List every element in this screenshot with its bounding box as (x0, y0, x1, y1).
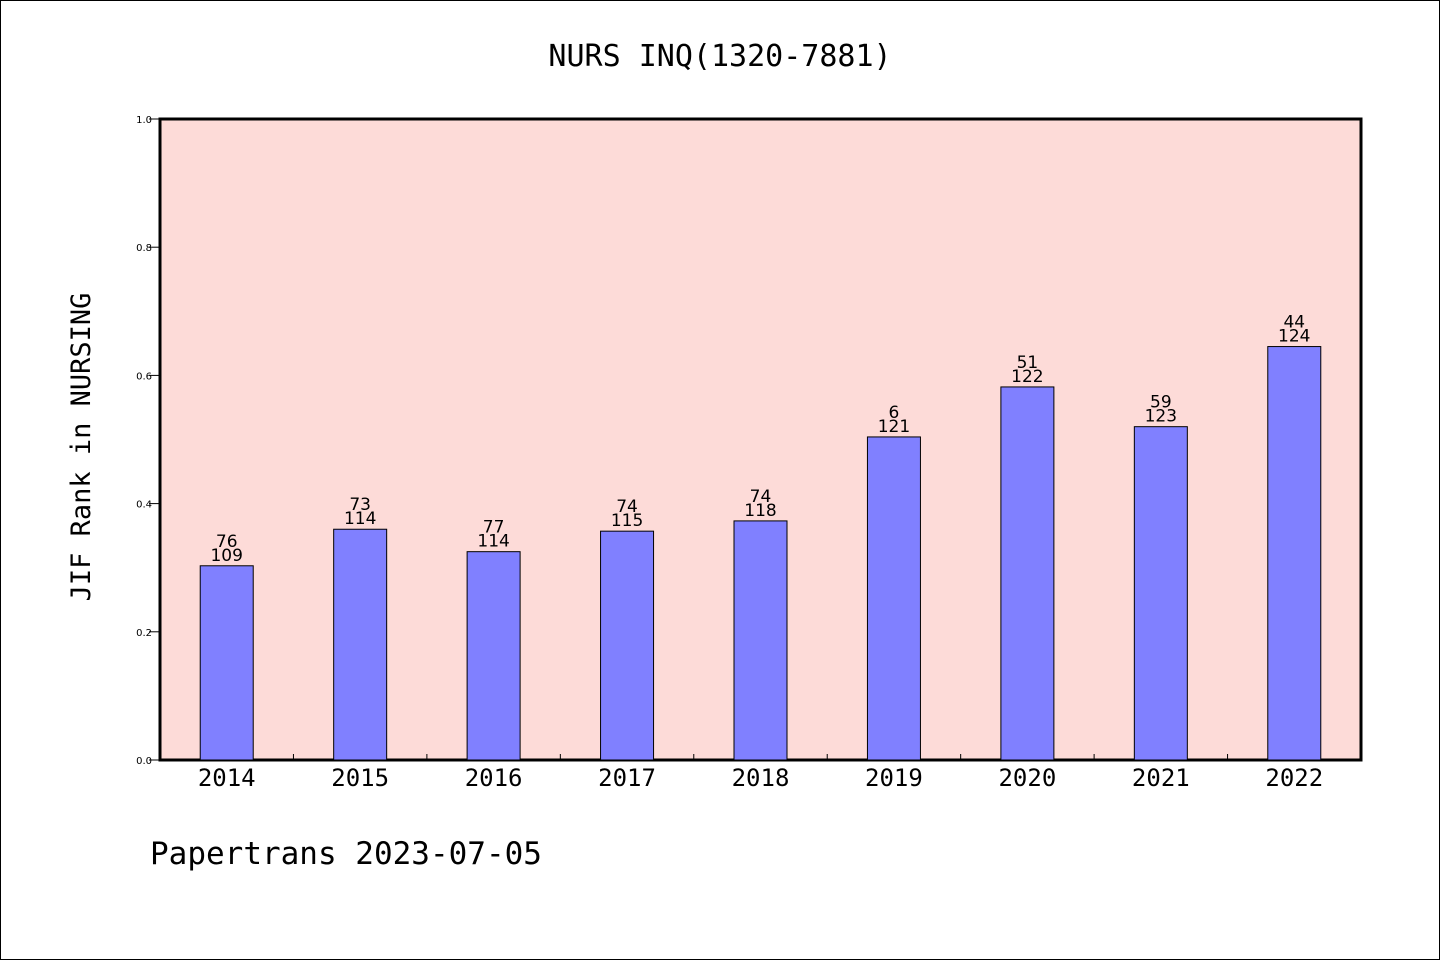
y-tick-label: 1.0 (136, 115, 152, 126)
x-tick-label: 2018 (732, 764, 790, 792)
bar-rank-label: 51 (1017, 353, 1039, 373)
y-axis: 0.0 0.2 0.4 0.6 0.8 1.0 (136, 115, 160, 767)
y-tick-label: 0.0 (136, 756, 152, 767)
x-tick-label: 2019 (865, 764, 923, 792)
bar (466, 551, 521, 761)
footer-watermark: Papertrans 2023-07-05 (150, 836, 542, 872)
bar-total-label: 124 (1278, 327, 1310, 347)
bar (333, 528, 388, 761)
x-tick-label: 2016 (465, 764, 523, 792)
y-tick-label: 0.8 (136, 243, 152, 254)
y-tick-label: 0.2 (136, 628, 152, 639)
y-tick-label: 0.4 (136, 500, 152, 511)
bar-total-label: 123 (1145, 407, 1177, 427)
x-tick-label: 2021 (1132, 764, 1190, 792)
y-tick-label: 0.6 (136, 371, 152, 382)
x-tick-label: 2022 (1265, 764, 1323, 792)
bar-rank-label: 76 (216, 532, 238, 552)
bar (733, 520, 788, 761)
bar-rank-label: 44 (1283, 313, 1305, 333)
bar-rank-label: 6 (889, 403, 900, 423)
x-axis: 2014 2015 2016 2017 2018 2019 2020 2021 2022 (198, 754, 1323, 792)
x-tick-label: 2014 (198, 764, 256, 792)
bar-total-label: 114 (344, 509, 376, 529)
bar-rank-label: 59 (1150, 393, 1172, 413)
bar-total-label: 118 (744, 501, 776, 521)
bar-rank-label: 74 (616, 497, 638, 517)
x-tick-label: 2017 (598, 764, 656, 792)
chart-title: NURS INQ(1320-7881) (548, 39, 891, 74)
bar (1267, 346, 1322, 761)
bar (199, 565, 254, 761)
bar-total-label: 109 (210, 546, 242, 566)
bar (600, 530, 655, 761)
bar (866, 436, 921, 761)
y-axis-label: JIF Rank in NURSING (66, 293, 97, 602)
bar-total-label: 114 (477, 532, 509, 552)
bar-total-label: 115 (611, 511, 643, 531)
bar-rank-label: 74 (750, 487, 772, 507)
bar (1133, 426, 1188, 761)
x-tick-label: 2020 (998, 764, 1056, 792)
bars-group (199, 346, 1322, 761)
x-tick-label: 2015 (331, 764, 389, 792)
bar-total-label: 122 (1011, 367, 1043, 387)
bar (1000, 386, 1055, 761)
bar-rank-label: 73 (349, 495, 371, 515)
bar-rank-label: 77 (483, 518, 505, 538)
bar-total-label: 121 (878, 417, 910, 437)
